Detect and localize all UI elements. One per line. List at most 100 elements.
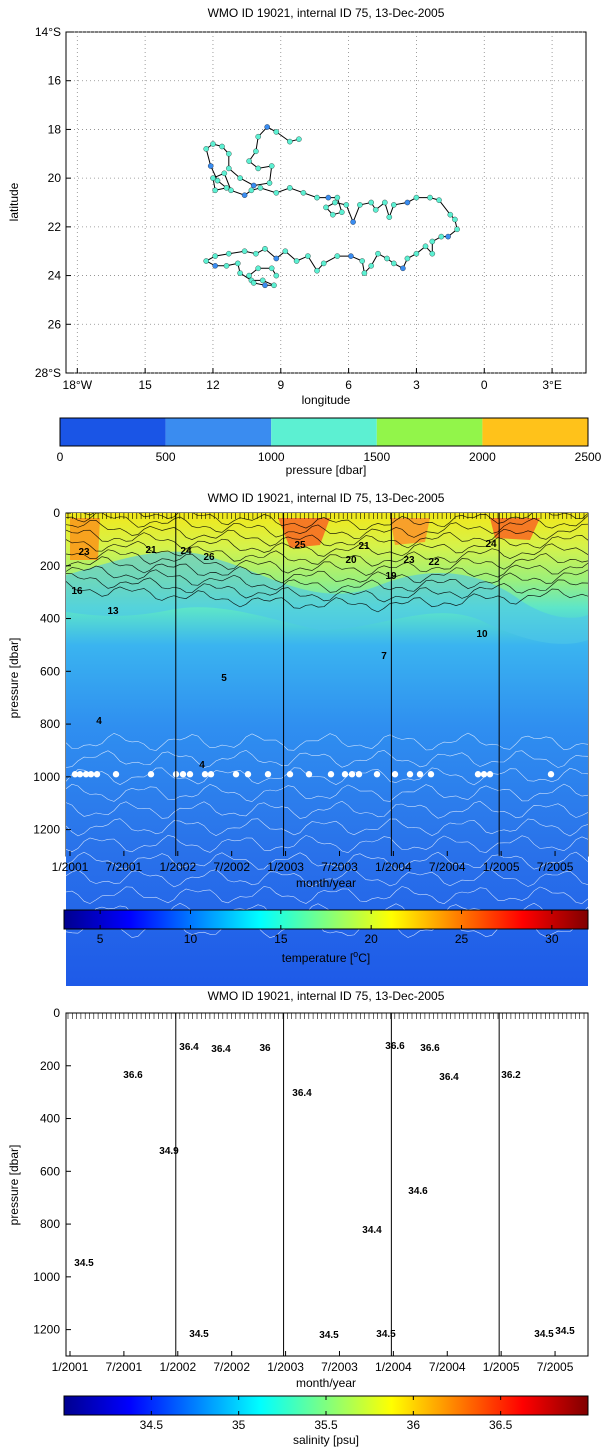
float-position xyxy=(257,185,264,191)
temperature-bottom-marker xyxy=(286,771,294,778)
salinity-x-tick-label: 7/2003 xyxy=(321,1360,358,1374)
temperature-x-tick-label: 1/2002 xyxy=(159,860,196,874)
float-position xyxy=(259,277,266,284)
temperature-bottom-marker xyxy=(264,771,272,778)
temperature-isoline xyxy=(66,581,588,613)
map-grid xyxy=(66,31,586,374)
map-y-ticks: 14°S 16 18 20 22 24 26 28°S xyxy=(35,25,71,380)
map-x-tick-label: 9 xyxy=(277,378,284,392)
float-position xyxy=(223,263,230,269)
temperature-contour-label: 24 xyxy=(485,539,497,550)
salinity-colorbar: 34.5 35 35.5 36 36.5 salinity [psu] xyxy=(63,1395,589,1447)
map-x-tick-label: 0 xyxy=(481,378,488,392)
float-position xyxy=(273,129,280,135)
pressure-colorbar-ticks: 0 500 1000 1500 2000 2500 xyxy=(57,450,602,464)
salinity-bottom-marker xyxy=(147,1271,155,1278)
temperature-isoline xyxy=(83,513,588,530)
salinity-y-tick-label: 800 xyxy=(40,1217,60,1231)
temperature-contour-label: 25 xyxy=(294,540,306,551)
salinity-y-tick-label: 1000 xyxy=(33,1270,60,1284)
salinity-y-tick-label: 400 xyxy=(40,1112,60,1126)
tBarTicks-tick-label: 5 xyxy=(97,932,104,946)
temperature-y-tick-label: 1000 xyxy=(33,770,60,784)
salinity-contour-label: 34.5 xyxy=(189,1329,209,1340)
float-position xyxy=(250,280,257,286)
temperature-x-tick-label: 1/2001 xyxy=(52,860,89,874)
float-position xyxy=(429,238,436,245)
map-x-label: longitude xyxy=(302,393,351,407)
salinity-bottom-marker xyxy=(93,1271,101,1278)
salinity-contour-label: 34.5 xyxy=(555,1326,575,1337)
tBarTicks-tick-label: 25 xyxy=(455,932,469,946)
float-position xyxy=(320,260,327,267)
float-position xyxy=(429,250,436,257)
float-position xyxy=(266,180,273,186)
float-position xyxy=(413,194,420,201)
temperature-isoline xyxy=(66,767,588,786)
temperature-bottom-marker xyxy=(93,771,101,778)
salinity-bottom-marker xyxy=(391,1271,399,1278)
temperature-contour-label: 5 xyxy=(221,673,227,684)
float-position xyxy=(219,143,225,150)
salinity-bottom-marker xyxy=(486,1271,494,1278)
salinity-x-tick-label: 1/2003 xyxy=(267,1360,304,1374)
salinity-y-tick-label: 600 xyxy=(40,1164,60,1178)
salinity-bottom-marker xyxy=(76,1271,84,1278)
temperature-bottom-marker xyxy=(327,771,335,778)
float-position xyxy=(248,187,255,194)
temperature-x-tick-label: 7/2003 xyxy=(321,860,358,874)
salinity-contour-label: 36.4 xyxy=(179,1042,199,1053)
temperature-bottom-marker xyxy=(341,771,349,778)
temperature-bottom-marker xyxy=(179,771,187,778)
temperature-x-tick-label: 1/2005 xyxy=(483,860,520,874)
salinity-bottom-markers xyxy=(71,1271,555,1278)
map-x-tick-label: 12 xyxy=(206,378,220,392)
temperature-y-tick-label: 600 xyxy=(40,664,60,678)
temperature-bottom-marker xyxy=(486,771,494,778)
salinity-bottom-marker xyxy=(232,1271,240,1278)
salinity-bottom-marker xyxy=(327,1271,335,1278)
salinity-contour-label: 36.4 xyxy=(211,1044,231,1055)
float-position xyxy=(226,165,232,172)
float-position xyxy=(207,163,214,169)
temperature-colorbar-fill xyxy=(63,909,589,930)
salinity-contour-labels: 36.6 36.4 36.4 36 36.6 36.6 36.4 36.2 36.4 34.9 34… xyxy=(74,1041,575,1341)
pressure-colorbar-tick-label: 1500 xyxy=(363,450,390,464)
temperature-isoline xyxy=(66,519,588,549)
float-position xyxy=(250,182,257,189)
temperature-x-tick-label: 1/2003 xyxy=(267,860,304,874)
temperature-isoline xyxy=(66,573,588,603)
tBarTicks-tick-label: 30 xyxy=(545,932,559,946)
salinity-contour-label: 34.9 xyxy=(159,1146,179,1157)
float-position xyxy=(382,199,388,206)
float-position xyxy=(391,260,397,267)
salinity-panel: WMO ID 19021, internal ID 75, 13-Dec-200… xyxy=(7,989,589,1390)
float-position xyxy=(221,170,228,177)
salinity-x-tick-label: 7/2004 xyxy=(429,1360,466,1374)
map-x-tick-label: 3 xyxy=(413,378,420,392)
salinity-bottom-marker xyxy=(373,1271,381,1278)
float-position xyxy=(330,211,336,218)
float-position xyxy=(332,199,338,206)
temperature-bottom-marker xyxy=(87,771,95,778)
salinity-bottom-marker xyxy=(207,1271,215,1278)
temperature-year-lines xyxy=(175,513,500,856)
map-x-tick-label: 15 xyxy=(138,378,152,392)
salinity-colorbar-ticks: 34.5 35 35.5 36 36.5 xyxy=(140,1396,513,1432)
salinity-bottom-marker xyxy=(547,1271,555,1278)
float-position xyxy=(375,250,381,257)
float-position xyxy=(348,253,354,259)
temperature-bottom-markers xyxy=(71,771,555,778)
temperature-bottom-marker xyxy=(244,771,252,778)
salinity-bottom-marker xyxy=(264,1271,272,1278)
float-position xyxy=(264,124,270,130)
temperature-y-tick-label: 400 xyxy=(40,612,60,626)
temperature-contour-label: 20 xyxy=(345,555,357,566)
salinity-contour-label: 36.6 xyxy=(420,1043,440,1054)
salinity-y-tick-label: 200 xyxy=(40,1059,60,1073)
temperature-profile-ticks xyxy=(67,513,585,519)
float-position xyxy=(445,233,451,240)
temperature-bottom-marker xyxy=(305,771,313,778)
pressure-colorbar-tick-label: 2500 xyxy=(575,450,602,464)
map-panel: WMO ID 19021, internal ID 75, 13-Dec-200… xyxy=(7,6,587,407)
